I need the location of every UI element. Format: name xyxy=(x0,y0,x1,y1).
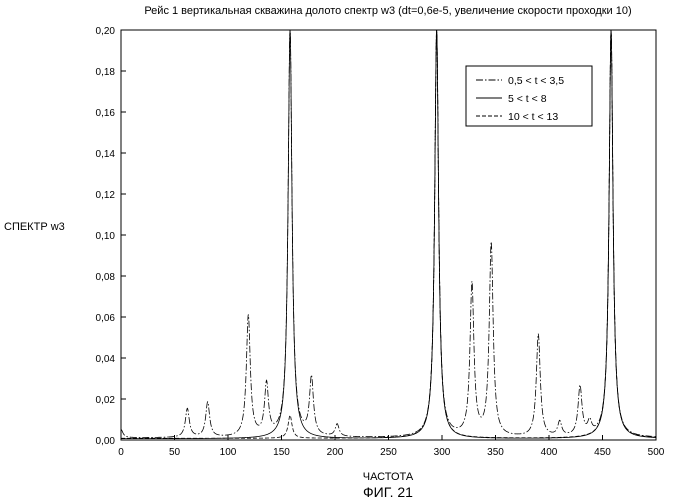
x-tick-label: 500 xyxy=(648,447,665,458)
x-tick-label: 100 xyxy=(220,447,237,458)
y-tick-label: 0,06 xyxy=(96,313,116,324)
x-tick-label: 350 xyxy=(487,447,504,458)
x-tick-label: 150 xyxy=(273,447,290,458)
x-tick-label: 300 xyxy=(434,447,451,458)
x-tick-label: 400 xyxy=(541,447,558,458)
legend-entry-label: 10 < t < 13 xyxy=(508,111,558,123)
y-tick-label: 0,18 xyxy=(96,67,116,78)
y-tick-label: 0,20 xyxy=(96,26,116,37)
y-tick-label: 0,16 xyxy=(96,108,116,119)
y-tick-label: 0,04 xyxy=(96,354,116,365)
y-tick-label: 0,00 xyxy=(96,436,116,447)
legend: 0,5 < t < 3,5 5 < t < 8 10 < t < 13 xyxy=(466,66,592,126)
x-tick-label: 200 xyxy=(327,447,344,458)
spectrum-chart: Рейс 1 вертикальная скважина долото спек… xyxy=(0,0,674,500)
legend-entry-label: 0,5 < t < 3,5 xyxy=(508,75,564,87)
x-tick-label: 50 xyxy=(169,447,181,458)
legend-entry-label: 5 < t < 8 xyxy=(508,93,547,105)
x-tick-label: 250 xyxy=(380,447,397,458)
y-tick-label: 0,14 xyxy=(96,149,116,160)
y-tick-label: 0,02 xyxy=(96,395,116,406)
y-tick-label: 0,12 xyxy=(96,190,116,201)
x-tick-label: 0 xyxy=(118,447,124,458)
y-tick-label: 0,08 xyxy=(96,272,116,283)
chart-title: Рейс 1 вертикальная скважина долото спек… xyxy=(144,5,631,17)
y-axis-label: СПЕКТР w3 xyxy=(4,221,65,233)
figure-label: ФИГ. 21 xyxy=(363,484,413,500)
x-axis-label: ЧАСТОТА xyxy=(363,471,414,483)
x-tick-label: 450 xyxy=(594,447,611,458)
y-tick-label: 0,10 xyxy=(96,231,116,242)
